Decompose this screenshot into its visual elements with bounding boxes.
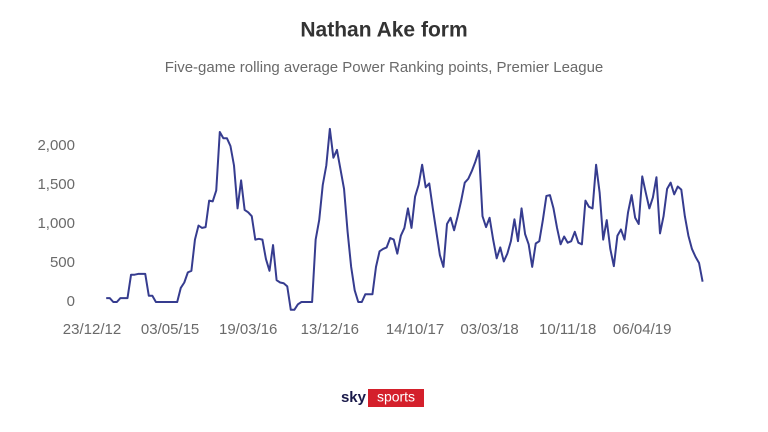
x-tick-label: 06/04/19 bbox=[613, 321, 671, 338]
y-tick-label: 0 bbox=[67, 293, 75, 310]
chart-title: Nathan Ake form bbox=[300, 19, 467, 42]
y-tick-label: 1,500 bbox=[37, 176, 75, 193]
x-tick-label: 13/12/16 bbox=[301, 321, 359, 338]
logo-sports: sports bbox=[377, 389, 415, 405]
y-tick-label: 2,000 bbox=[37, 137, 75, 154]
x-tick-label: 10/11/18 bbox=[539, 321, 596, 338]
x-tick-label: 03/03/18 bbox=[460, 321, 518, 338]
data-line bbox=[106, 127, 704, 311]
logo-box bbox=[368, 389, 424, 407]
x-tick-label: 14/10/17 bbox=[386, 321, 444, 338]
chart-subtitle: Five-game rolling average Power Ranking … bbox=[165, 59, 604, 76]
x-tick-label: 19/03/16 bbox=[219, 321, 277, 338]
y-tick-label: 1,000 bbox=[37, 215, 75, 232]
x-tick-label: 23/12/12 bbox=[63, 321, 121, 338]
logo: sky sports bbox=[341, 389, 424, 407]
x-tick-label: 03/05/15 bbox=[141, 321, 199, 338]
y-tick-label: 500 bbox=[50, 254, 75, 271]
logo-sky: sky bbox=[341, 389, 367, 406]
